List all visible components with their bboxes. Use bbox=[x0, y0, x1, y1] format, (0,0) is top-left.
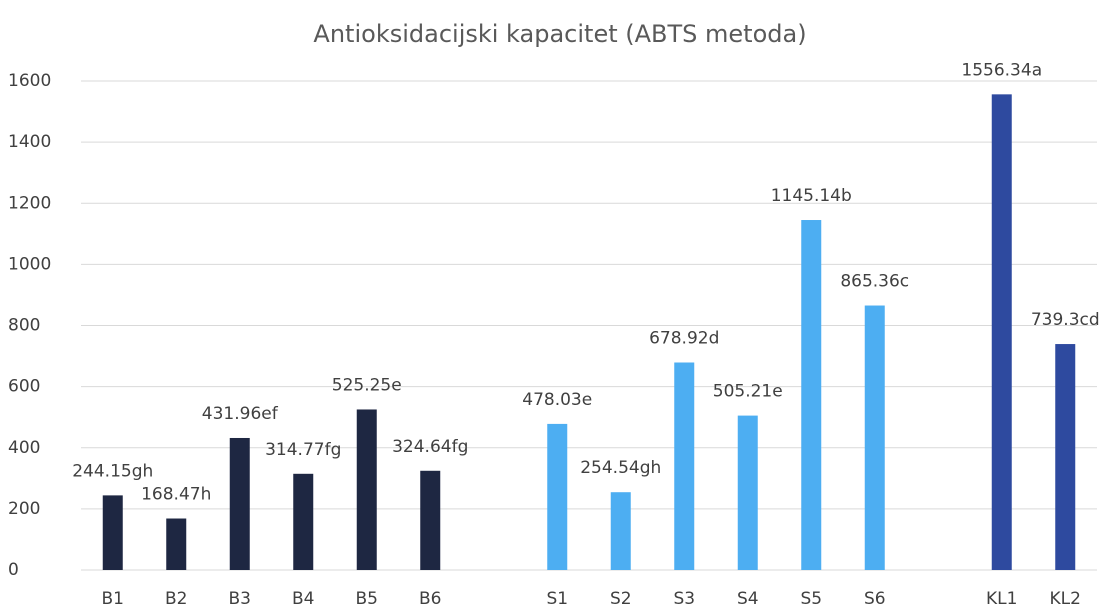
data-label: 1556.34a bbox=[961, 60, 1042, 80]
bar bbox=[801, 220, 822, 570]
bar bbox=[420, 470, 441, 570]
x-tick-label: KL1 bbox=[986, 589, 1017, 609]
y-tick-label: 1200 bbox=[8, 193, 51, 213]
bar bbox=[293, 473, 314, 570]
data-label: 525.25e bbox=[332, 375, 402, 395]
bar bbox=[166, 518, 187, 570]
x-tick-label: S1 bbox=[546, 589, 568, 609]
data-label: 324.64fg bbox=[392, 437, 468, 457]
x-tick-label: B4 bbox=[292, 589, 314, 609]
y-tick-label: 1400 bbox=[8, 132, 51, 152]
bar bbox=[102, 495, 123, 570]
data-label: 314.77fg bbox=[265, 440, 341, 460]
data-label: 678.92d bbox=[649, 329, 719, 349]
data-label: 478.03e bbox=[522, 390, 592, 410]
y-tick-label: 0 bbox=[8, 560, 19, 580]
x-tick-label: S4 bbox=[737, 589, 759, 609]
x-tick-label: B5 bbox=[356, 589, 378, 609]
bar bbox=[991, 94, 1012, 570]
data-label: 739.3cd bbox=[1031, 310, 1100, 330]
x-tick-label: B3 bbox=[229, 589, 251, 609]
bar bbox=[864, 305, 885, 570]
x-tick-label: B2 bbox=[165, 589, 187, 609]
chart-title: Antioksidacijski kapacitet (ABTS metoda) bbox=[313, 20, 806, 48]
bar bbox=[1055, 344, 1076, 570]
x-tick-label: KL2 bbox=[1050, 589, 1081, 609]
x-tick-label: B1 bbox=[102, 589, 124, 609]
bar bbox=[674, 362, 695, 570]
bar bbox=[229, 437, 250, 570]
y-tick-label: 400 bbox=[8, 438, 40, 458]
x-tick-label: S2 bbox=[610, 589, 632, 609]
data-label: 1145.14b bbox=[771, 186, 852, 206]
y-tick-label: 1600 bbox=[8, 71, 51, 91]
x-tick-label: S6 bbox=[864, 589, 886, 609]
bar bbox=[610, 492, 631, 570]
y-tick-label: 1000 bbox=[8, 254, 51, 274]
y-tick-label: 200 bbox=[8, 499, 40, 519]
data-label: 865.36c bbox=[840, 272, 909, 292]
y-tick-label: 600 bbox=[8, 377, 40, 397]
data-label: 168.47h bbox=[141, 485, 211, 505]
bar bbox=[356, 409, 377, 570]
x-tick-label: S5 bbox=[800, 589, 822, 609]
bar bbox=[737, 415, 758, 570]
y-tick-label: 800 bbox=[8, 316, 40, 336]
data-label: 431.96ef bbox=[202, 404, 279, 424]
bar bbox=[547, 423, 568, 570]
data-label: 254.54gh bbox=[580, 458, 661, 478]
data-label: 505.21e bbox=[713, 382, 783, 402]
x-tick-label: B6 bbox=[419, 589, 441, 609]
x-tick-label: S3 bbox=[673, 589, 695, 609]
data-label: 244.15gh bbox=[72, 461, 153, 481]
